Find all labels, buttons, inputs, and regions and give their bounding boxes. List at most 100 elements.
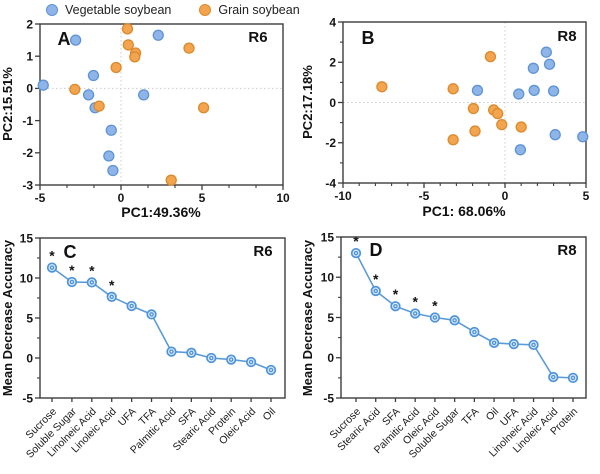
data-point-inner-ring (169, 349, 174, 354)
y-axis-title: PC2:15.51% (0, 67, 15, 141)
data-point (528, 339, 539, 351)
x-tick-label: 5 (583, 189, 590, 203)
data-point (484, 50, 497, 63)
data-point (93, 100, 105, 112)
data-point (469, 125, 481, 137)
data-point (469, 326, 480, 338)
data-point-inner-ring (149, 312, 154, 317)
plot-frame (39, 23, 284, 186)
data-point (106, 291, 117, 302)
data-point (66, 276, 78, 288)
data-point (376, 81, 388, 93)
y-tick-label: 5 (26, 311, 33, 325)
significance-star: * (89, 262, 95, 278)
data-point-inner-ring (109, 294, 114, 300)
y-tick-label: -4 (325, 176, 336, 190)
category-label: UFA (116, 406, 139, 429)
series-grain-soybean (376, 50, 527, 146)
y-tick-label: -5 (22, 391, 33, 405)
legend-item-vegetable-soybean: Vegetable soybean (46, 3, 171, 17)
data-point (152, 29, 164, 41)
significance-star: * (412, 293, 418, 309)
data-point (265, 364, 277, 376)
legend-label-vegetable-soybean: Vegetable soybean (65, 3, 172, 17)
x-axis-title: PC1: 68.06% (422, 203, 506, 219)
data-point (46, 262, 58, 273)
data-point-inner-ring (129, 303, 134, 309)
axes: -3 -2 -1 0 1 2 -5 0 5 10 (22, 17, 290, 205)
y-tick-label: 0 (26, 82, 33, 96)
panel-letter: A (58, 29, 71, 49)
y-tick-label: 0 (329, 96, 336, 110)
data-point (107, 164, 119, 177)
data-point (540, 46, 552, 58)
significance-star: * (393, 286, 399, 302)
data-point (69, 83, 81, 96)
data-point (508, 338, 519, 350)
significance-star: * (373, 271, 379, 287)
data-point (138, 89, 150, 101)
data-point (186, 347, 197, 358)
data-point-inner-ring (268, 367, 274, 373)
data-point (82, 89, 95, 101)
x-tick-label: -5 (35, 191, 46, 205)
data-point-inner-ring (353, 250, 359, 256)
data-point-inner-ring (412, 311, 418, 316)
data-point (126, 300, 137, 312)
data-point (122, 39, 134, 51)
data-point (577, 131, 589, 143)
data-point-inner-ring (228, 357, 234, 362)
y-tick-label: -3 (22, 178, 33, 192)
data-point (165, 174, 177, 186)
x-axis-title: PC1:49.36% (121, 204, 201, 220)
data-point-inner-ring (452, 318, 457, 323)
data-point (370, 285, 381, 297)
significance-star: * (49, 248, 55, 264)
x-tick-label: -10 (334, 189, 352, 203)
accuracy-markers (350, 247, 579, 384)
pca-scatter-panel-a-r6: -3 -2 -1 0 1 2 -5 0 5 10 A R6 PC1:49.36% PC2:15.51% (0, 17, 290, 220)
significance-star: * (109, 277, 115, 293)
y-axis-title: Mean Decrease Accuracy (300, 239, 315, 396)
legend-item-grain-soybean: Grain soybean (199, 3, 300, 17)
accuracy-markers (46, 262, 277, 376)
data-point-inner-ring (248, 359, 254, 365)
data-point (206, 352, 217, 364)
data-point (103, 150, 115, 162)
y-tick-label: 2 (329, 56, 336, 70)
data-point-inner-ring (393, 303, 398, 309)
x-tick-label: 0 (118, 191, 125, 205)
data-point-inner-ring (189, 350, 194, 356)
plot-frame (39, 237, 286, 399)
y-tick-label: 15 (20, 231, 34, 245)
data-point (121, 23, 134, 35)
data-point (146, 309, 157, 320)
y-tick-label: 2 (26, 17, 33, 31)
accuracy-line (51, 266, 272, 371)
data-point (528, 84, 540, 97)
data-point (447, 83, 459, 95)
stage-label: R6 (253, 243, 272, 260)
data-point (429, 312, 441, 323)
data-point (449, 315, 460, 326)
vegetable-soybean-marker-icon (46, 4, 58, 16)
data-point (390, 301, 401, 312)
data-point (496, 118, 508, 131)
data-point (37, 79, 49, 91)
data-point (471, 84, 484, 97)
data-point (183, 42, 195, 54)
data-point (467, 102, 480, 115)
stage-label: R8 (557, 242, 576, 259)
data-point (166, 346, 177, 357)
data-point (69, 34, 82, 46)
grain-soybean-marker-icon (199, 4, 212, 16)
y-tick-label: -2 (325, 136, 336, 150)
data-point-inner-ring (511, 341, 517, 347)
significance-star: * (432, 298, 438, 314)
data-point-inner-ring (373, 288, 378, 294)
plot-frame (342, 21, 587, 184)
